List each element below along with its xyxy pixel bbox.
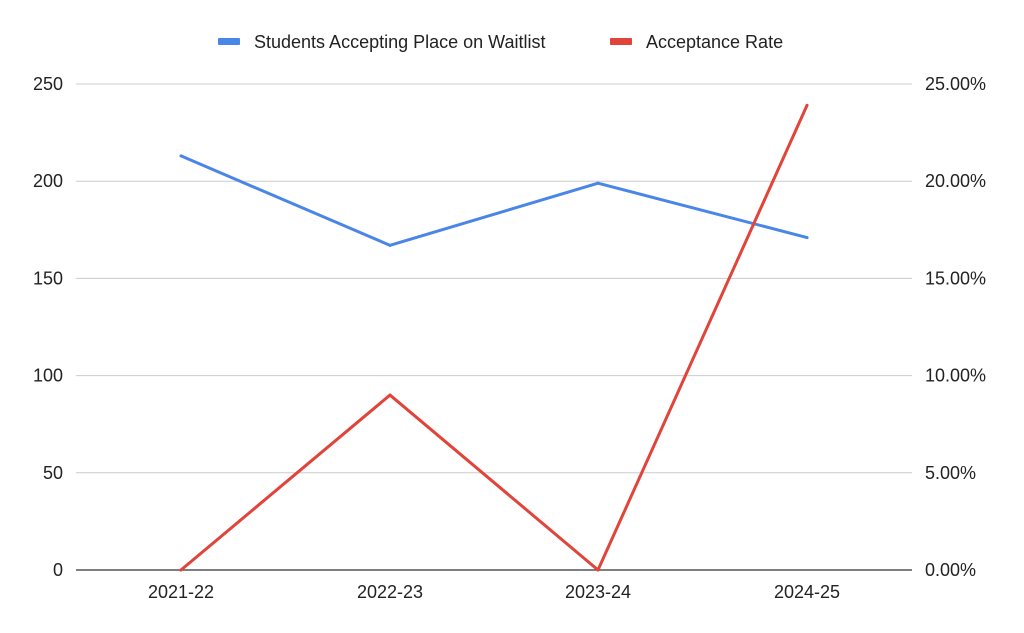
- data-point: [388, 393, 392, 397]
- data-point: [596, 181, 600, 185]
- x-tick-label: 2022-23: [357, 582, 423, 602]
- series-lines: [179, 103, 809, 572]
- legend-label: Students Accepting Place on Waitlist: [254, 32, 546, 52]
- y-left-tick-label: 100: [33, 366, 63, 386]
- data-point: [388, 243, 392, 247]
- data-point: [805, 236, 809, 240]
- legend-swatch: [610, 38, 632, 45]
- x-axis: 2021-22 2022-23 2023-24 2024-25: [76, 569, 912, 602]
- series-line-0: [179, 154, 809, 247]
- left-y-axis: 0 50 100 150 200 250: [33, 74, 63, 580]
- series-line-1: [179, 103, 809, 572]
- data-point: [179, 568, 183, 572]
- legend: Students Accepting Place on Waitlist Acce…: [218, 32, 783, 52]
- y-right-tick-label: 10.00%: [925, 366, 986, 386]
- data-point: [596, 568, 600, 572]
- legend-swatch: [218, 38, 240, 45]
- x-tick-label: 2021-22: [148, 582, 214, 602]
- y-right-tick-label: 15.00%: [925, 268, 986, 288]
- y-right-tick-label: 25.00%: [925, 74, 986, 94]
- y-right-tick-label: 0.00%: [925, 560, 976, 580]
- right-y-axis: 0.00% 5.00% 10.00% 15.00% 20.00% 25.00%: [925, 74, 986, 580]
- x-tick-label: 2024-25: [774, 582, 840, 602]
- y-left-tick-label: 200: [33, 171, 63, 191]
- y-left-tick-label: 50: [43, 463, 63, 483]
- x-tick-label: 2023-24: [565, 582, 631, 602]
- gridlines: [76, 83, 912, 474]
- y-left-tick-label: 150: [33, 268, 63, 288]
- legend-label: Acceptance Rate: [646, 32, 783, 52]
- data-point: [179, 154, 183, 158]
- y-right-tick-label: 5.00%: [925, 463, 976, 483]
- y-right-tick-label: 20.00%: [925, 171, 986, 191]
- data-point: [805, 103, 809, 107]
- y-left-tick-label: 250: [33, 74, 63, 94]
- y-left-tick-label: 0: [53, 560, 63, 580]
